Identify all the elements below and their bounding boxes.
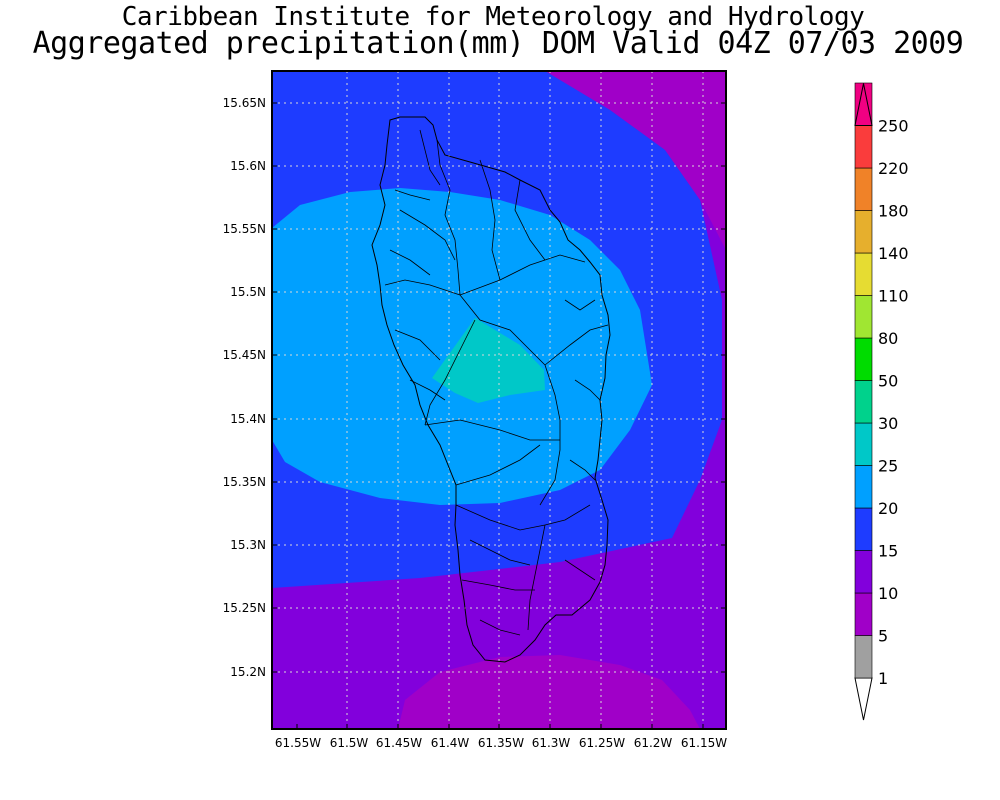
colorbar-level-label: 10 (878, 584, 898, 603)
colorbar-level-label: 180 (878, 202, 909, 221)
colorbar-level-label: 220 (878, 159, 909, 178)
colorbar-level-label: 1 (878, 669, 888, 688)
lon-label: 61.3W (532, 736, 571, 750)
colorbar-level-label: 30 (878, 414, 898, 433)
latitude-labels: 15.65N 15.6N 15.55N 15.5N 15.45N 15.4N 1… (223, 96, 266, 679)
colorbar-segment (854, 125, 873, 169)
colorbar-segment (854, 422, 873, 466)
colorbar-segment (854, 635, 873, 679)
colorbar-level-label: 20 (878, 499, 898, 518)
longitude-axis (296, 724, 704, 729)
watershed-boundaries (384, 129, 609, 636)
colorbar-level-label: 5 (878, 627, 888, 646)
lat-label: 15.2N (230, 665, 266, 679)
colorbar-arrow-low (854, 677, 873, 721)
lon-label: 61.25W (579, 736, 625, 750)
lat-label: 15.45N (223, 348, 266, 362)
colorbar-segment (854, 167, 873, 211)
colorbar-segment (854, 507, 873, 551)
map-gridlines (272, 71, 726, 729)
colorbar-segment (854, 550, 873, 594)
longitude-labels: 61.55W 61.5W 61.45W 61.4W 61.35W 61.3W 6… (275, 736, 727, 750)
contour-25-30 (432, 318, 545, 403)
lat-label: 15.4N (230, 412, 266, 426)
colorbar-level-label: 50 (878, 372, 898, 391)
lon-label: 61.45W (376, 736, 422, 750)
lat-label: 15.55N (223, 222, 266, 236)
lon-label: 61.5W (330, 736, 369, 750)
dominica-island (371, 116, 611, 663)
colorbar-level-label: 140 (878, 244, 909, 263)
colorbar-segment (854, 380, 873, 424)
lat-label: 15.6N (230, 159, 266, 173)
contour-5-10-northeast (545, 71, 726, 250)
island-outline (371, 116, 611, 663)
lat-label: 15.65N (223, 96, 266, 110)
lon-label: 61.4W (431, 736, 470, 750)
chart-title-line2: Aggregated precipitation(mm) DOM Valid 0… (32, 26, 964, 61)
colorbar-segment (854, 592, 873, 636)
lat-label: 15.3N (230, 538, 266, 552)
colorbar-level-label: 110 (878, 287, 909, 306)
colorbar-segment (854, 337, 873, 381)
lat-label: 15.25N (223, 601, 266, 615)
lat-label: 15.35N (223, 475, 266, 489)
contour-5-10-south (398, 655, 700, 729)
colorbar-level-label: 80 (878, 329, 898, 348)
colorbar-segment (854, 210, 873, 254)
colorbar-level-label: 250 (878, 117, 909, 136)
lon-label: 61.2W (634, 736, 673, 750)
colorbar-level-label: 25 (878, 457, 898, 476)
colorbar-segment (854, 295, 873, 339)
chart-title-line1: Caribbean Institute for Meteorology and … (121, 2, 865, 32)
lon-label: 61.55W (275, 736, 321, 750)
lat-label: 15.5N (230, 285, 266, 299)
colorbar-segment (854, 252, 873, 296)
colorbar-segment (854, 465, 873, 509)
lon-label: 61.35W (478, 736, 524, 750)
colorbar-arrow-high (854, 83, 873, 126)
lon-label: 61.15W (681, 736, 727, 750)
colorbar-level-label: 15 (878, 542, 898, 561)
latitude-axis (272, 102, 726, 673)
